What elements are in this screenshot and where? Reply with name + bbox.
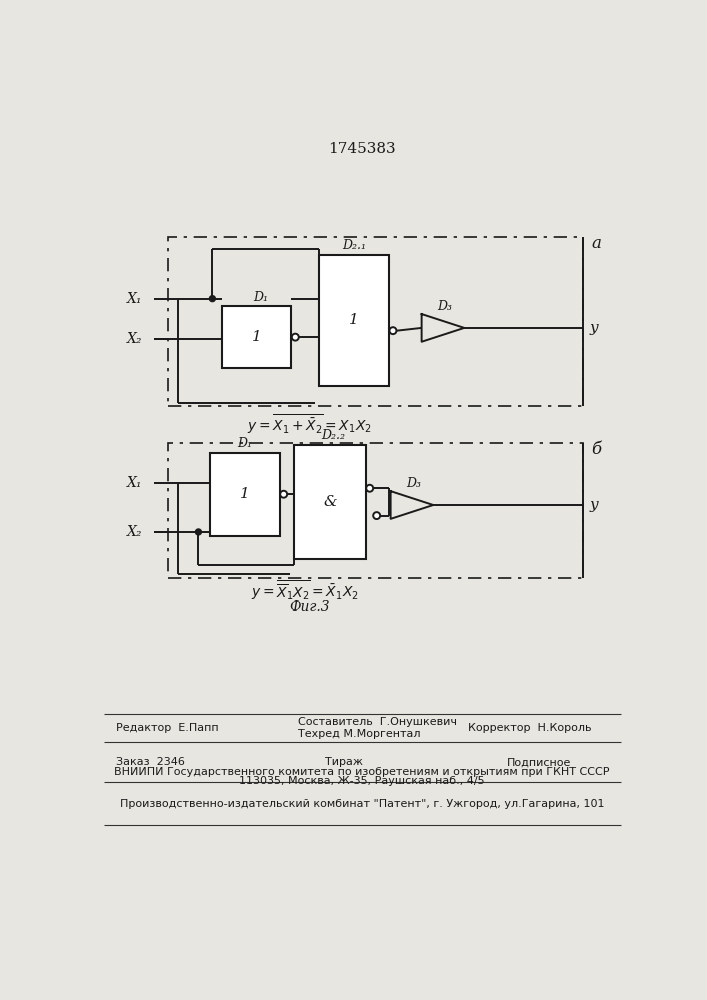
Text: &: &	[323, 495, 337, 509]
Bar	[168, 237, 583, 406]
Text: Составитель  Г.Онушкевич: Составитель Г.Онушкевич	[298, 717, 457, 727]
Text: X₁: X₁	[127, 292, 143, 306]
Text: y: y	[590, 321, 598, 335]
Circle shape	[366, 485, 373, 492]
Text: 1745383: 1745383	[328, 142, 396, 156]
Text: 113035, Москва, Ж-35, Раушская наб., 4/5: 113035, Москва, Ж-35, Раушская наб., 4/5	[239, 776, 485, 786]
Text: X₂: X₂	[127, 525, 143, 539]
Text: 1: 1	[252, 330, 262, 344]
Text: y: y	[590, 498, 598, 512]
Bar	[293, 445, 366, 559]
Bar	[320, 255, 389, 386]
Text: 1: 1	[240, 487, 250, 501]
Circle shape	[373, 512, 380, 519]
Text: D₃: D₃	[406, 477, 421, 490]
Text: X₂: X₂	[127, 332, 143, 346]
Bar	[222, 306, 291, 368]
Text: Подписное: Подписное	[507, 757, 571, 767]
Text: Редактор  Е.Папп: Редактор Е.Папп	[115, 723, 218, 733]
Text: $y=\overline{\overline{X}_1X_2}=\bar{X}_1X_2$: $y=\overline{\overline{X}_1X_2}=\bar{X}_…	[252, 578, 359, 602]
Circle shape	[196, 529, 201, 535]
Text: ВНИИПИ Государственного комитета по изобретениям и открытиям при ГКНТ СССР: ВНИИПИ Государственного комитета по изоб…	[115, 767, 609, 777]
Text: D₁: D₁	[238, 437, 252, 450]
Text: Тираж: Тираж	[325, 757, 363, 767]
Circle shape	[292, 334, 299, 341]
Text: $y=\overline{X_1+\bar{X}_2}=X_1X_2$: $y=\overline{X_1+\bar{X}_2}=X_1X_2$	[247, 413, 372, 436]
Text: a: a	[591, 235, 601, 252]
Text: Заказ  2346: Заказ 2346	[115, 757, 185, 767]
Text: Корректор  Н.Король: Корректор Н.Король	[468, 723, 592, 733]
Text: Производственно-издательский комбинат "Патент", г. Ужгород, ул.Гагарина, 101: Производственно-издательский комбинат "П…	[119, 799, 604, 809]
Circle shape	[280, 491, 287, 498]
Text: Техред М.Моргентал: Техред М.Моргентал	[298, 729, 420, 739]
Text: D₃: D₃	[437, 300, 452, 313]
Bar	[168, 443, 583, 578]
Text: D₁: D₁	[253, 291, 268, 304]
Text: X₁: X₁	[127, 476, 143, 490]
Text: 1: 1	[349, 313, 359, 327]
Circle shape	[210, 296, 215, 301]
Text: D₂.₂: D₂.₂	[322, 429, 346, 442]
Bar	[210, 453, 280, 536]
Text: б: б	[591, 441, 601, 458]
Text: D₂.₁: D₂.₁	[342, 239, 366, 252]
Text: Фиг.3: Фиг.3	[289, 600, 329, 614]
Circle shape	[390, 327, 397, 334]
